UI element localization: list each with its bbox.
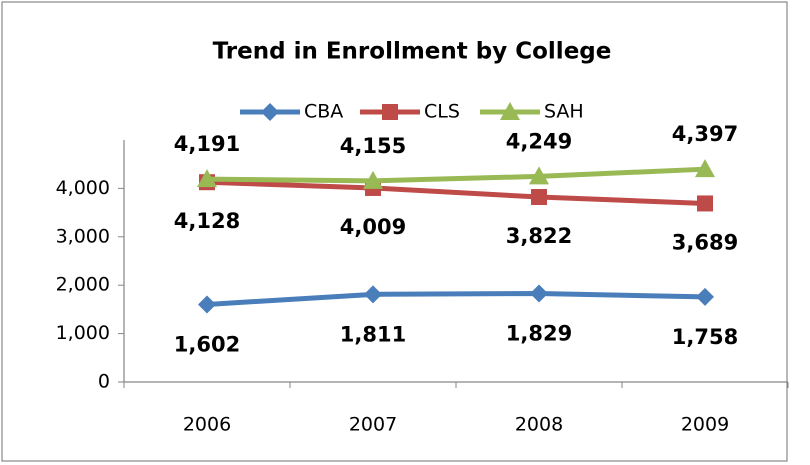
legend-marker: [500, 102, 520, 120]
marker: [696, 287, 714, 306]
legend-label: CLS: [424, 101, 460, 123]
marker: [529, 166, 549, 185]
data-label: 1,829: [506, 321, 572, 345]
data-label: 4,191: [174, 132, 240, 156]
series-line: [206, 290, 706, 307]
legend-marker: [382, 104, 398, 120]
chart-border: [1, 1, 788, 462]
marker: [198, 295, 216, 314]
data-label: 4,155: [340, 134, 406, 158]
data-label: 4,128: [174, 209, 240, 233]
y-tick-label: 3,000: [56, 225, 110, 247]
data-label: 3,822: [506, 224, 572, 248]
data-label: 4,397: [672, 122, 738, 146]
data-label: 1,811: [340, 322, 406, 346]
y-tick-label: 1,000: [56, 322, 110, 344]
marker: [364, 285, 382, 304]
y-tick-label: 0: [98, 371, 110, 393]
marker: [695, 159, 715, 178]
x-tick-label: 2008: [515, 414, 563, 436]
data-label: 3,689: [672, 230, 738, 254]
marker: [697, 195, 713, 212]
marker: [363, 170, 383, 189]
y-tick-label: 2,000: [56, 274, 110, 296]
marker: [197, 169, 217, 188]
x-tick-label: 2009: [681, 414, 729, 436]
series-line: [206, 166, 706, 184]
x-tick-label: 2007: [349, 414, 397, 436]
legend-label: SAH: [544, 101, 584, 123]
data-label: 4,249: [506, 129, 572, 153]
marker: [531, 189, 547, 206]
marker: [530, 284, 548, 303]
legend-marker: [261, 103, 279, 121]
data-label: 1,602: [174, 332, 240, 356]
legend-label: CBA: [304, 101, 343, 123]
y-tick-label: 4,000: [56, 177, 110, 199]
data-label: 1,758: [672, 325, 738, 349]
series-line: [206, 179, 706, 206]
data-label: 4,009: [340, 215, 406, 239]
x-tick-label: 2006: [183, 414, 231, 436]
chart-title: Trend in Enrollment by College: [213, 39, 612, 65]
